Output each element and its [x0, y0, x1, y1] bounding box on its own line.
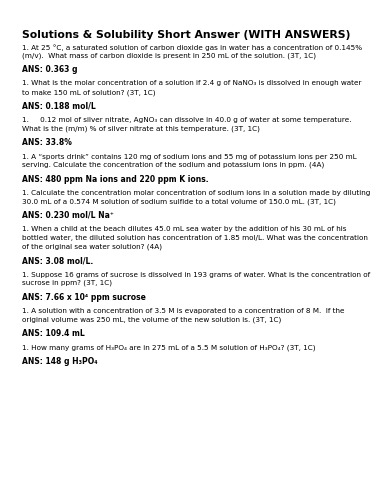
Text: original volume was 250 mL, the volume of the new solution is. (3T, 1C): original volume was 250 mL, the volume o…: [22, 316, 281, 323]
Text: sucrose in ppm? (3T, 1C): sucrose in ppm? (3T, 1C): [22, 280, 112, 286]
Text: 1. A “sports drink” contains 120 mg of sodium ions and 55 mg of potassium ions p: 1. A “sports drink” contains 120 mg of s…: [22, 154, 357, 160]
Text: 1. When a child at the beach dilutes 45.0 mL sea water by the addition of his 30: 1. When a child at the beach dilutes 45.…: [22, 226, 347, 232]
Text: (m/v).  What mass of carbon dioxide is present in 250 mL of the solution. (3T, 1: (m/v). What mass of carbon dioxide is pr…: [22, 52, 316, 59]
Text: 1. Calculate the concentration molar concentration of sodium ions in a solution : 1. Calculate the concentration molar con…: [22, 190, 371, 196]
Text: 1. What is the molar concentration of a solution if 2.4 g of NaNO₃ is dissolved : 1. What is the molar concentration of a …: [22, 80, 362, 86]
Text: Solutions & Solubility Short Answer (WITH ANSWERS): Solutions & Solubility Short Answer (WIT…: [22, 30, 350, 40]
Text: 1. Suppose 16 grams of sucrose is dissolved in 193 grams of water. What is the c: 1. Suppose 16 grams of sucrose is dissol…: [22, 272, 370, 278]
Text: What is the (m/m) % of silver nitrate at this temperature. (3T, 1C): What is the (m/m) % of silver nitrate at…: [22, 126, 260, 132]
Text: 1. How many grams of H₃PO₄ are in 275 mL of a 5.5 M solution of H₃PO₄? (3T, 1C): 1. How many grams of H₃PO₄ are in 275 mL…: [22, 344, 315, 351]
Text: ANS: 109.4 mL: ANS: 109.4 mL: [22, 329, 85, 338]
Text: ANS: 480 ppm Na ions and 220 ppm K ions.: ANS: 480 ppm Na ions and 220 ppm K ions.: [22, 174, 208, 184]
Text: 30.0 mL of a 0.574 M solution of sodium sulfide to a total volume of 150.0 mL. (: 30.0 mL of a 0.574 M solution of sodium …: [22, 198, 336, 205]
Text: to make 150 mL of solution? (3T, 1C): to make 150 mL of solution? (3T, 1C): [22, 89, 156, 96]
Text: ANS: 148 g H₃PO₄: ANS: 148 g H₃PO₄: [22, 357, 98, 366]
Text: 1.     0.12 mol of silver nitrate, AgNO₃ can dissolve in 40.0 g of water at some: 1. 0.12 mol of silver nitrate, AgNO₃ can…: [22, 117, 352, 123]
Text: ANS: 0.363 g: ANS: 0.363 g: [22, 65, 78, 74]
Text: ANS: 3.08 mol/L.: ANS: 3.08 mol/L.: [22, 256, 93, 265]
Text: serving. Calculate the concentration of the sodium and potassium ions in ppm. (4: serving. Calculate the concentration of …: [22, 162, 324, 168]
Text: of the original sea water solution? (4A): of the original sea water solution? (4A): [22, 244, 162, 250]
Text: 1. At 25 °C, a saturated solution of carbon dioxide gas in water has a concentra: 1. At 25 °C, a saturated solution of car…: [22, 44, 362, 51]
Text: ANS: 7.66 x 10⁴ ppm sucrose: ANS: 7.66 x 10⁴ ppm sucrose: [22, 292, 146, 302]
Text: ANS: 0.230 mol/L Na⁺: ANS: 0.230 mol/L Na⁺: [22, 211, 114, 220]
Text: ANS: 0.188 mol/L: ANS: 0.188 mol/L: [22, 102, 96, 110]
Text: ANS: 33.8%: ANS: 33.8%: [22, 138, 72, 147]
Text: bottled water, the diluted solution has concentration of 1.85 mol/L. What was th: bottled water, the diluted solution has …: [22, 235, 368, 241]
Text: 1. A solution with a concentration of 3.5 M is evaporated to a concentration of : 1. A solution with a concentration of 3.…: [22, 308, 344, 314]
